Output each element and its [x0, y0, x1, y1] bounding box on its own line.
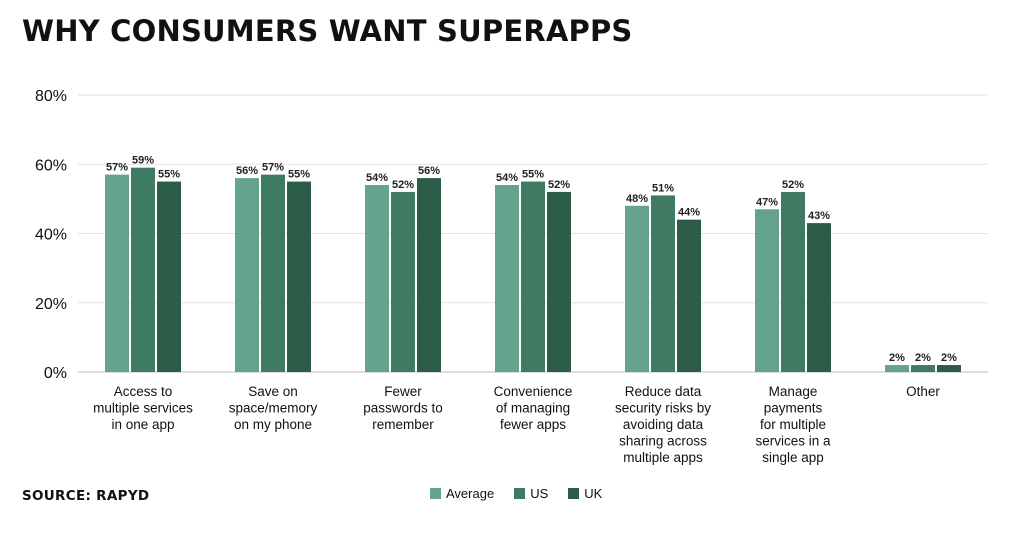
data-label: 44%: [678, 207, 700, 219]
x-category-label: Fewer passwords to remember: [363, 384, 443, 432]
bar-us: [911, 365, 935, 372]
data-label: 57%: [262, 162, 284, 174]
legend-item-us: US: [514, 486, 548, 501]
data-label: 55%: [158, 169, 180, 181]
x-category-label: Reduce data security risks by avoiding dat…: [615, 384, 711, 465]
bar-us: [391, 191, 415, 372]
y-tick-label: 40%: [35, 227, 67, 244]
data-label: 52%: [782, 179, 804, 191]
data-label: 52%: [548, 179, 570, 191]
x-category-label: Convenience of managing fewer apps: [494, 384, 573, 432]
bar-average: [235, 178, 259, 372]
bar-uk: [937, 365, 961, 372]
bar-us: [651, 195, 675, 372]
data-label: 54%: [496, 172, 518, 184]
data-label: 54%: [366, 172, 388, 184]
legend-item-uk: UK: [568, 486, 602, 501]
bar-uk: [807, 223, 831, 372]
data-label: 57%: [106, 162, 128, 174]
data-label: 47%: [756, 196, 778, 208]
bar-average: [495, 185, 519, 372]
legend-swatch: [514, 488, 526, 499]
x-category-label: Save on space/memory on my phone: [229, 384, 318, 432]
legend-swatch: [568, 488, 580, 499]
bar-uk: [417, 178, 441, 372]
bar-average: [625, 205, 649, 372]
data-label: 48%: [626, 193, 648, 205]
source-note: SOURCE: RAPYD: [22, 488, 150, 504]
legend-label: US: [530, 486, 549, 501]
bar-uk: [547, 191, 571, 372]
data-label: 52%: [392, 179, 414, 191]
bar-uk: [287, 181, 311, 372]
data-label: 56%: [236, 165, 258, 177]
bar-us: [781, 191, 805, 372]
bar-chart: 0% 20% 40% 60% 80% 57% 59% 55% Access to multiple…: [35, 88, 988, 465]
y-tick-label: 80%: [35, 88, 67, 105]
legend-label: UK: [584, 486, 603, 501]
data-label: 55%: [288, 169, 310, 181]
x-category-label: Other: [906, 384, 940, 399]
bar-average: [885, 365, 909, 372]
legend-label: Average: [446, 486, 495, 501]
legend: Average US UK: [430, 486, 622, 501]
data-label: 56%: [418, 165, 440, 177]
bar-us: [521, 181, 545, 372]
legend-swatch: [430, 488, 441, 499]
y-tick-label: 0%: [44, 365, 67, 382]
bar-uk: [677, 219, 701, 372]
legend-item-average: Average: [430, 486, 494, 501]
x-category-label: Access to multiple services in one app: [93, 384, 193, 432]
bar-us: [131, 167, 155, 372]
data-label: 55%: [522, 169, 544, 181]
data-label: 2%: [915, 352, 931, 364]
data-label: 51%: [652, 182, 674, 194]
bar-uk: [157, 181, 181, 372]
bar-average: [105, 174, 129, 372]
y-tick-label: 20%: [35, 296, 67, 313]
data-label: 2%: [941, 352, 957, 364]
bar-us: [261, 174, 285, 372]
chart-title: WHY CONSUMERS WANT SUPERAPPS: [22, 14, 633, 48]
bar-average: [365, 185, 389, 372]
data-label: 43%: [808, 210, 830, 222]
data-label: 59%: [132, 155, 154, 167]
bar-average: [755, 209, 779, 372]
y-tick-label: 60%: [35, 157, 67, 174]
data-label: 2%: [889, 352, 905, 364]
